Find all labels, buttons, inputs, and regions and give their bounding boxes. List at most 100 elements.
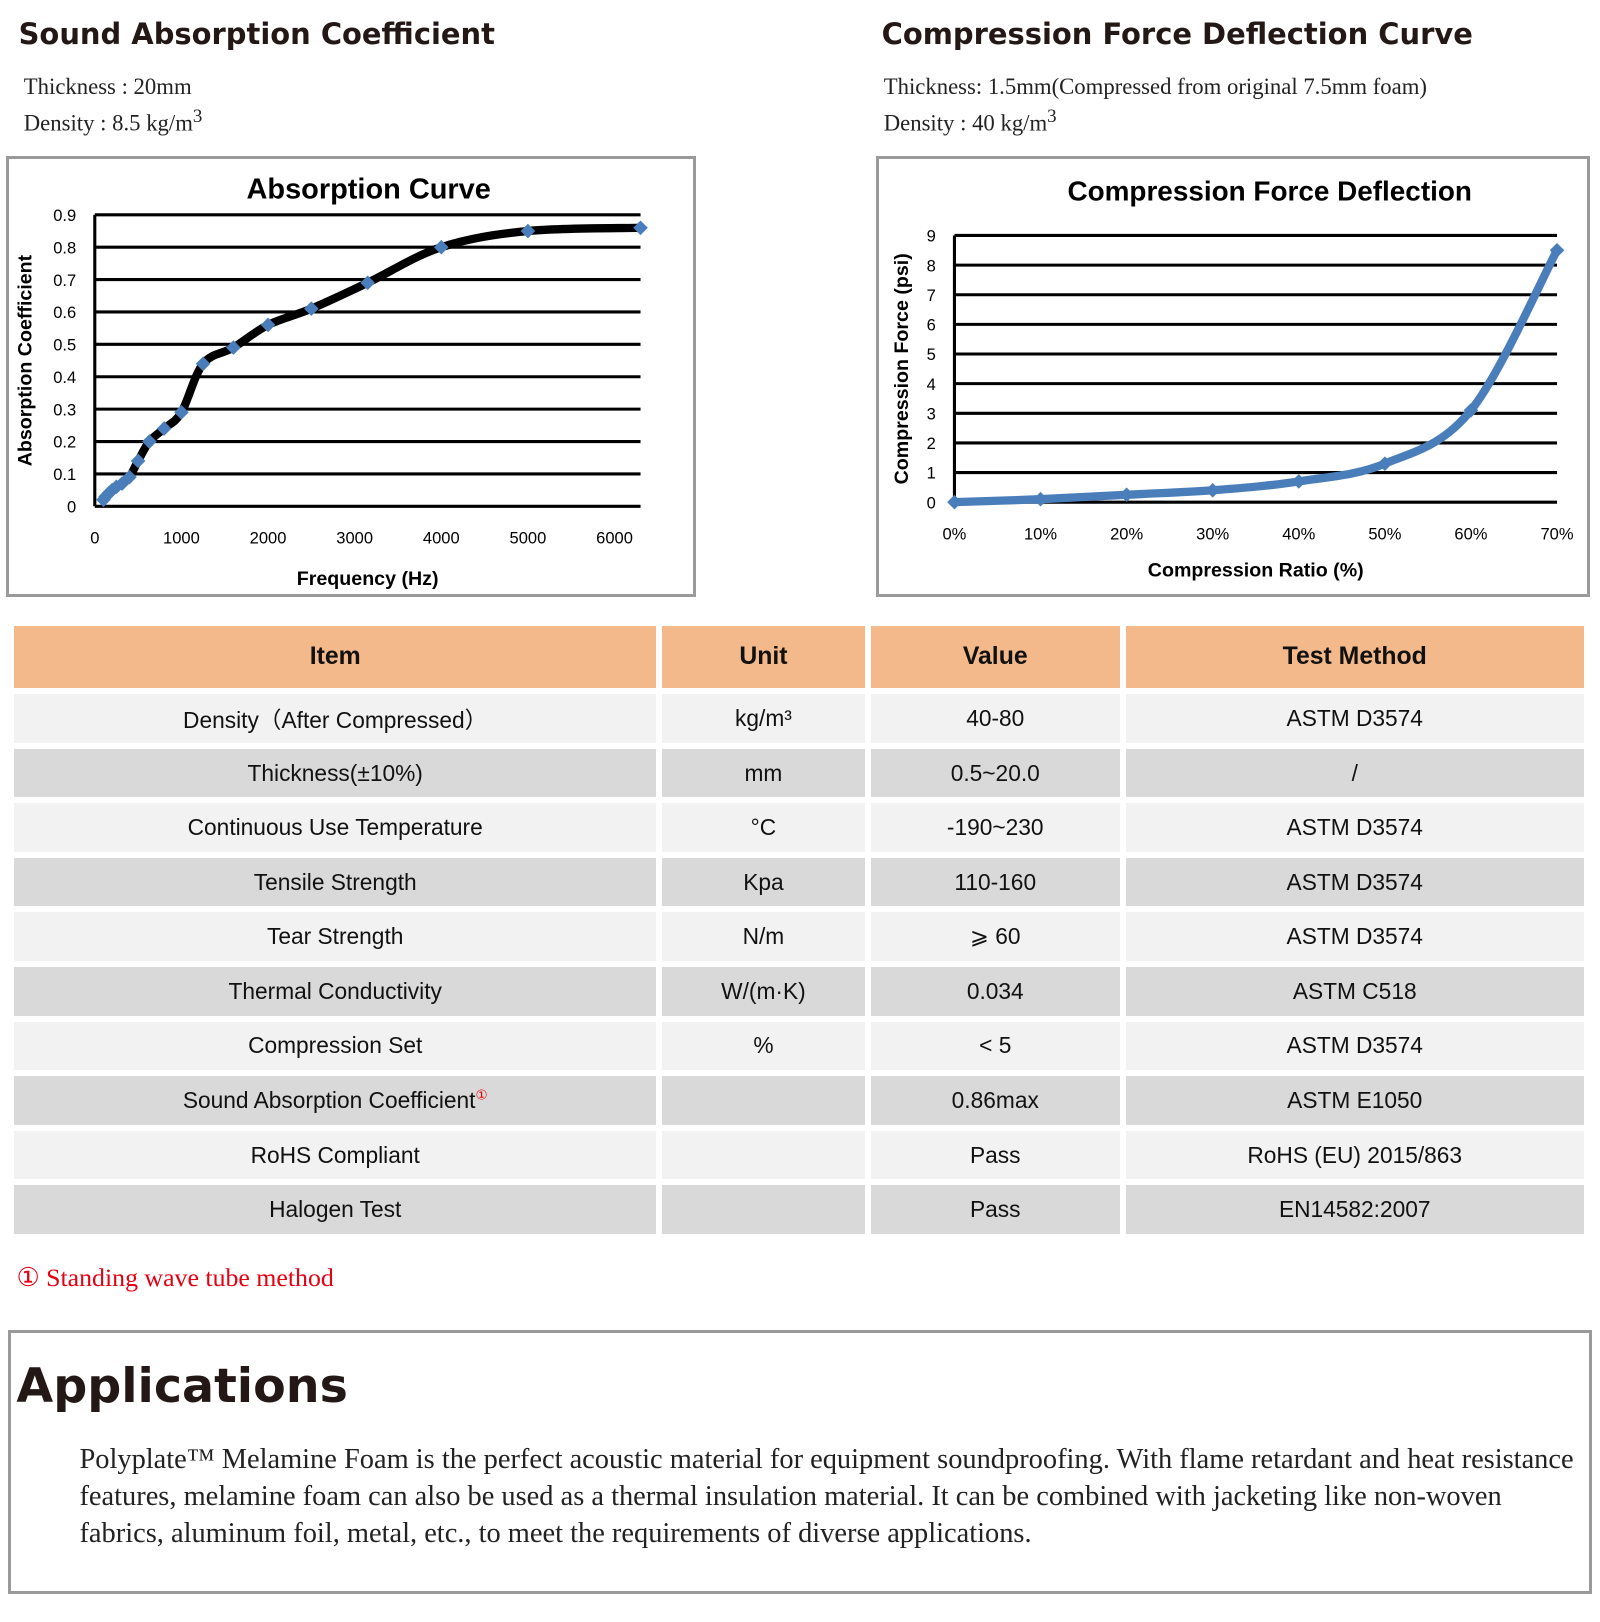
x-tick-label: 0 xyxy=(90,529,99,548)
y-tick-label: 0.9 xyxy=(53,206,76,225)
cell-item: Sound Absorption Coefficient① xyxy=(14,1076,657,1125)
cell-text: Thermal Conductivity xyxy=(228,977,442,1004)
cell-value: 0.86max xyxy=(870,1076,1120,1125)
cell-text: mm xyxy=(744,759,783,786)
y-tick-label: 4 xyxy=(927,375,936,394)
cell-text: Kpa xyxy=(743,868,784,895)
cell-item: Tear Strength xyxy=(14,912,657,962)
x-axis-label: Frequency (Hz) xyxy=(297,568,439,590)
y-tick-label: 0.4 xyxy=(53,368,76,387)
cell-test-method: ASTM E1050 xyxy=(1125,1076,1584,1125)
y-tick-label: 0.6 xyxy=(53,303,76,322)
cell-test-method: ASTM D3574 xyxy=(1125,803,1584,852)
cell-text: ASTM D3574 xyxy=(1286,814,1423,841)
cell-value: 0.034 xyxy=(870,967,1120,1016)
cell-test-method: / xyxy=(1125,748,1584,798)
cell-unit: W/(m·K) xyxy=(662,967,865,1016)
cell-text: Sound Absorption Coefficient xyxy=(182,1087,476,1113)
table-row: Continuous Use Temperature °C -190~230 ASTM… xyxy=(14,803,1584,852)
cell-item: Compression Set xyxy=(14,1021,657,1071)
table-row: Thermal Conductivity W/(m·K) 0.034 ASTM C51… xyxy=(14,967,1584,1016)
cell-item: Thermal Conductivity xyxy=(14,967,657,1016)
y-tick-label: 3 xyxy=(927,405,936,424)
cell-value: < 5 xyxy=(870,1021,1120,1071)
cell-test-method: ASTM D3574 xyxy=(1125,857,1584,907)
cell-text: Pass xyxy=(969,1141,1021,1168)
table-row: Compression Set% < 5 ASTM D3574 xyxy=(14,1021,1584,1071)
cell-item: RoHS Compliant xyxy=(14,1130,657,1180)
absorption-section-title: Sound Absorption Coefficient xyxy=(18,16,495,51)
absorption-specs: Thickness : 20mm Density : 8.5 kg/m3 xyxy=(24,72,203,139)
header-value: Value xyxy=(870,626,1120,689)
compression-chart: Compression Force Deflection 0 1 2 3 4 5 6 7 8 9 0%… xyxy=(876,156,1590,598)
x-tick-label: 70% xyxy=(1541,524,1574,543)
x-tick-label: 60% xyxy=(1455,524,1488,543)
series-line xyxy=(950,246,1562,507)
y-tick-label: 9 xyxy=(927,227,936,246)
x-tick-label: 0% xyxy=(943,524,967,543)
x-tick-label: 20% xyxy=(1111,524,1144,543)
y-tick-label: 0 xyxy=(927,493,936,512)
cell-text: -190~230 xyxy=(946,814,1044,841)
data-point xyxy=(1205,483,1221,498)
x-tick-label: 5000 xyxy=(510,529,547,548)
x-tick-label: 40% xyxy=(1283,524,1316,543)
cell-text: ASTM D3574 xyxy=(1286,1032,1423,1059)
density-sup: 3 xyxy=(192,106,203,128)
cell-unit: kg/m³ xyxy=(662,694,865,743)
cell-unit: N/m xyxy=(662,912,865,962)
absorption-chart: Absorption Curve 0 0.1 0.2 0.3 0.4 0.5 0.6 0.7 0.… xyxy=(6,156,696,598)
y-tick-label: 0 xyxy=(67,498,76,517)
y-tick-label: 0.3 xyxy=(53,400,76,419)
x-tick-label: 2000 xyxy=(250,529,287,548)
data-point xyxy=(304,301,319,317)
series-line xyxy=(99,223,645,505)
cell-value: Pass xyxy=(870,1130,1120,1180)
y-axis-label: Compression Force (psi) xyxy=(891,253,913,484)
cell-text: % xyxy=(753,1032,774,1059)
cell-text: 110-160 xyxy=(954,868,1037,895)
cell-value: 40-80 xyxy=(870,694,1120,743)
header-item: Item xyxy=(14,626,657,689)
compression-section-title: Compression Force Deflection Curve xyxy=(881,16,1473,51)
cell-item: Halogen Test xyxy=(14,1185,657,1234)
properties-table: Item Unit Value Test Method Density（Afte… xyxy=(8,620,1589,1240)
cell-text: 0.034 xyxy=(966,977,1024,1004)
applications-text: Polyplate™ Melamine Foam is the perfect … xyxy=(79,1443,1574,1550)
cell-unit: °C xyxy=(662,803,865,852)
compression-specs: Thickness: 1.5mm(Compressed from origina… xyxy=(884,72,1427,139)
cell-item: Continuous Use Temperature xyxy=(14,803,657,852)
y-tick-label: 7 xyxy=(927,286,936,305)
data-point xyxy=(520,223,536,239)
thickness-text: Thickness : 20mm xyxy=(23,74,192,100)
cell-text: °C xyxy=(750,814,777,841)
cell-unit: % xyxy=(662,1021,865,1071)
table-row: Sound Absorption Coefficient① 0.86max ASTM… xyxy=(14,1076,1584,1125)
cell-text: < 5 xyxy=(979,1032,1012,1059)
cell-value: Pass xyxy=(870,1185,1120,1234)
chart-title: Compression Force Deflection xyxy=(1068,175,1473,206)
cell-text: Tear Strength xyxy=(267,923,404,950)
table-row: Halogen Test Pass EN14582:2007 xyxy=(14,1185,1584,1234)
data-point xyxy=(633,220,649,236)
cell-text: Tensile Strength xyxy=(253,868,417,895)
header-test-method: Test Method xyxy=(1125,626,1584,689)
data-point xyxy=(947,494,963,510)
y-tick-label: 0.2 xyxy=(53,433,76,452)
cell-unit xyxy=(662,1130,865,1180)
data-point xyxy=(1291,474,1307,489)
cell-unit xyxy=(662,1076,865,1125)
cell-text: 40-80 xyxy=(966,704,1025,731)
applications-title: Applications xyxy=(16,1359,348,1415)
cell-test-method: EN14582:2007 xyxy=(1125,1185,1584,1234)
y-tick-label: 2 xyxy=(927,434,936,453)
table-row: Density（After Compressed） kg/m³ 40-80 ASTM … xyxy=(14,694,1584,743)
cell-text: 0.5~20.0 xyxy=(950,759,1040,786)
footnote: ① Standing wave tube method xyxy=(16,1263,334,1293)
table-row: Thickness(±10%) mm 0.5~20.0 / xyxy=(14,748,1584,798)
cell-text: ⩾ 60 xyxy=(969,923,1021,950)
cell-text: Halogen Test xyxy=(269,1196,402,1223)
compression-chart-svg: Compression Force Deflection 0 1 2 3 4 5 6 7 8 9 0%… xyxy=(891,175,1574,581)
x-tick-label: 1000 xyxy=(163,529,200,548)
header-unit: Unit xyxy=(662,626,865,689)
